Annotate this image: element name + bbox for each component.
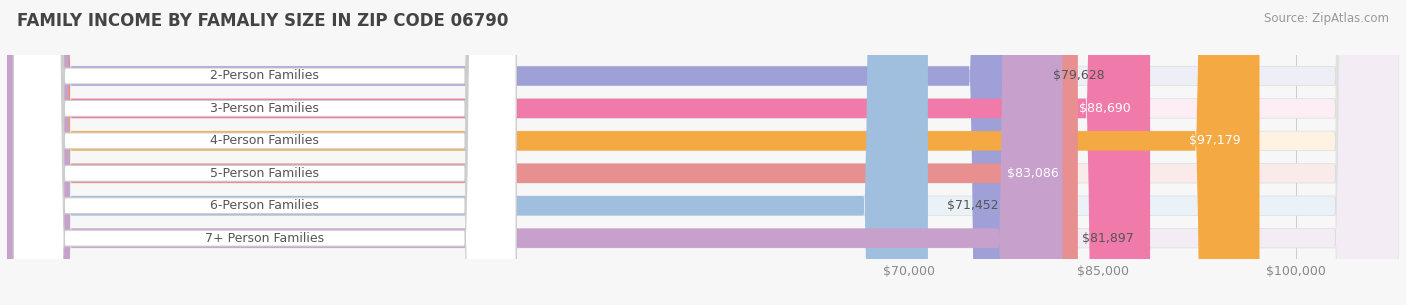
Text: 5-Person Families: 5-Person Families (211, 167, 319, 180)
FancyBboxPatch shape (14, 0, 516, 305)
FancyBboxPatch shape (7, 0, 1033, 305)
FancyBboxPatch shape (7, 0, 928, 305)
Text: FAMILY INCOME BY FAMALIY SIZE IN ZIP CODE 06790: FAMILY INCOME BY FAMALIY SIZE IN ZIP COD… (17, 12, 508, 30)
FancyBboxPatch shape (7, 0, 1078, 305)
Text: $81,897: $81,897 (1081, 232, 1133, 245)
Text: $71,452: $71,452 (948, 199, 998, 212)
Text: 3-Person Families: 3-Person Families (211, 102, 319, 115)
FancyBboxPatch shape (7, 0, 1063, 305)
FancyBboxPatch shape (7, 0, 1399, 305)
Text: $88,690: $88,690 (1078, 102, 1130, 115)
Text: $79,628: $79,628 (1053, 70, 1104, 82)
FancyBboxPatch shape (14, 0, 516, 305)
Text: 6-Person Families: 6-Person Families (211, 199, 319, 212)
FancyBboxPatch shape (14, 0, 516, 305)
FancyBboxPatch shape (14, 0, 516, 305)
Text: 2-Person Families: 2-Person Families (211, 70, 319, 82)
FancyBboxPatch shape (7, 0, 1399, 305)
FancyBboxPatch shape (7, 0, 1399, 305)
Text: 4-Person Families: 4-Person Families (211, 135, 319, 147)
Text: $83,086: $83,086 (1007, 167, 1059, 180)
FancyBboxPatch shape (7, 0, 1399, 305)
Text: 7+ Person Families: 7+ Person Families (205, 232, 325, 245)
FancyBboxPatch shape (14, 0, 516, 305)
FancyBboxPatch shape (7, 0, 1399, 305)
FancyBboxPatch shape (14, 0, 516, 305)
Text: $97,179: $97,179 (1188, 135, 1240, 147)
Text: Source: ZipAtlas.com: Source: ZipAtlas.com (1264, 12, 1389, 25)
FancyBboxPatch shape (7, 0, 1399, 305)
FancyBboxPatch shape (7, 0, 1150, 305)
FancyBboxPatch shape (7, 0, 1260, 305)
